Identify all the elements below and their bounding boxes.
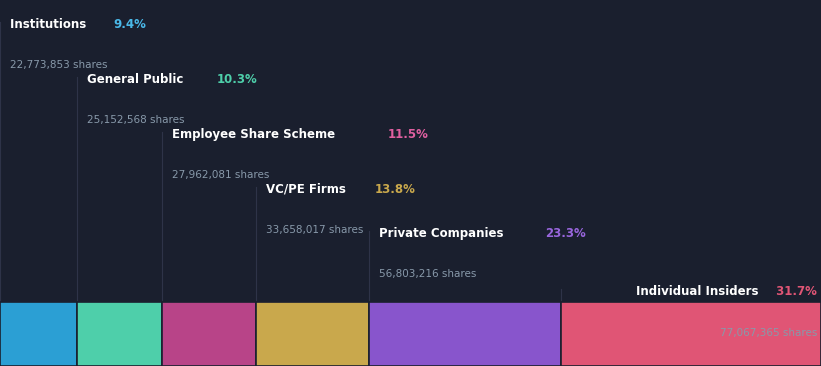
Text: 10.3%: 10.3% [217, 73, 258, 86]
Text: Employee Share Scheme: Employee Share Scheme [172, 128, 339, 141]
Text: 33,658,017 shares: 33,658,017 shares [266, 225, 364, 235]
Text: 77,067,365 shares: 77,067,365 shares [719, 328, 817, 337]
Bar [0, 302, 77, 366]
Text: 13.8%: 13.8% [374, 183, 415, 196]
Text: 11.5%: 11.5% [388, 128, 429, 141]
Text: 23.3%: 23.3% [545, 227, 586, 240]
Text: Private Companies: Private Companies [379, 227, 508, 240]
Bar [77, 302, 162, 366]
Bar [369, 302, 561, 366]
Text: 25,152,568 shares: 25,152,568 shares [87, 115, 185, 125]
Text: 9.4%: 9.4% [113, 18, 146, 31]
Bar [162, 302, 256, 366]
Text: General Public: General Public [87, 73, 187, 86]
Text: Individual Insiders: Individual Insiders [636, 285, 759, 299]
Text: 31.7%: 31.7% [772, 285, 817, 299]
Bar [561, 302, 821, 366]
Text: Institutions: Institutions [10, 18, 90, 31]
Text: 56,803,216 shares: 56,803,216 shares [379, 269, 477, 279]
Bar [256, 302, 369, 366]
Text: VC/PE Firms: VC/PE Firms [266, 183, 350, 196]
Text: 22,773,853 shares: 22,773,853 shares [10, 60, 108, 70]
Text: 27,962,081 shares: 27,962,081 shares [172, 170, 269, 180]
